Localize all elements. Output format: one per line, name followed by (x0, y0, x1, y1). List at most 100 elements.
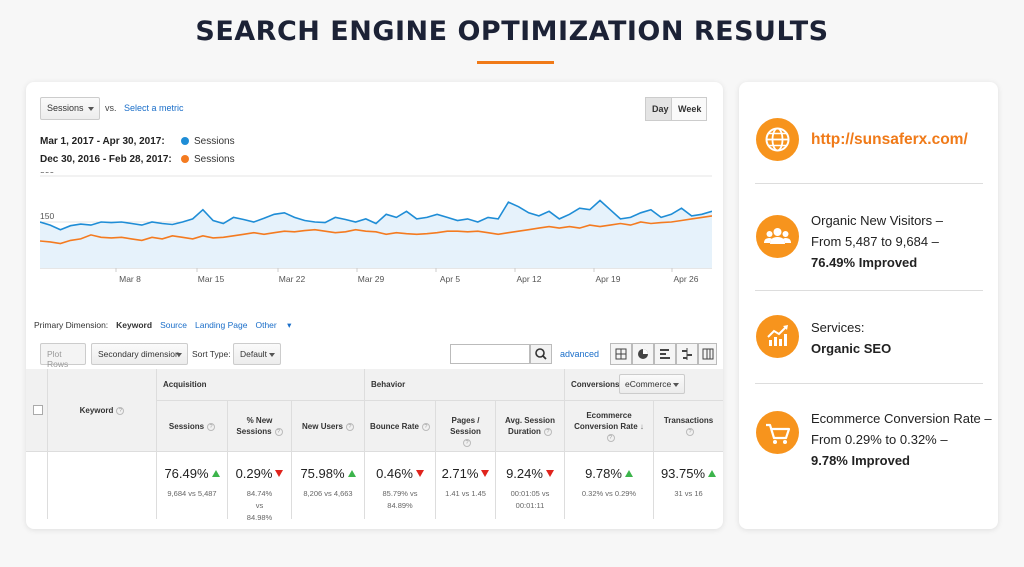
dimension-other-label: Other (255, 320, 277, 330)
acquisition-group-header: Acquisition (157, 369, 365, 401)
column-label: % New Sessions (236, 416, 273, 436)
dimension-source[interactable]: Source (160, 320, 187, 330)
primary-dimension-label: Primary Dimension: (34, 320, 109, 330)
sessions-comparison: 9,684 vs 5,487 (167, 489, 217, 498)
column-label: Bounce Rate (370, 422, 419, 431)
bounce-rate-change: 0.46% (376, 466, 413, 481)
dimension-keyword[interactable]: Keyword (116, 320, 153, 330)
arrow-up-icon (347, 470, 356, 477)
plot-rows-button[interactable]: Plot Rows (40, 343, 86, 369)
conversion-line-3: 9.78% Improved (811, 453, 910, 468)
keyword-column-header[interactable]: Keyword? (48, 369, 157, 452)
sessions-chart: 300 150 Mar 8 Mar 15 Mar 22 Mar 29 Apr 5 Apr 12… (40, 172, 712, 284)
x-tick-label: Apr 26 (673, 274, 698, 284)
select-column-header (26, 369, 48, 452)
table-row: 9.78% 0.32% vs 0.29% (565, 452, 654, 519)
column-label: Avg. Session Duration (505, 416, 555, 436)
globe-icon (756, 118, 799, 161)
column-header-bounce-rate[interactable]: Bounce Rate? (365, 401, 436, 452)
view-pie-button[interactable] (632, 343, 654, 365)
website-url[interactable]: http://sunsaferx.com/ (811, 131, 968, 148)
conversion-text: Ecommerce Conversion Rate – From 0.29% t… (811, 408, 992, 471)
legend-range-previous: Dec 30, 2016 - Feb 28, 2017: (40, 154, 172, 165)
dimension-landing-page[interactable]: Landing Page (195, 320, 248, 330)
dimension-other[interactable]: Other ▾ (255, 320, 292, 330)
services-text: Services: Organic SEO (811, 317, 891, 359)
arrow-up-icon (211, 470, 220, 477)
keyword-header-label: Keyword (79, 406, 114, 415)
sessions-line-current (40, 199, 712, 231)
pages-session-comparison: 1.41 vs 1.45 (445, 489, 486, 498)
table-row: 0.46% 85.79% vs 84.89% (365, 452, 436, 519)
column-header-new-sessions[interactable]: % New Sessions? (228, 401, 292, 452)
conversion-rate-change: 9.78% (585, 466, 622, 481)
column-header-ecommerce-conversion-rate[interactable]: Ecommerce Conversion Rate ↓? (565, 401, 654, 452)
new-users-change: 75.98% (300, 466, 345, 481)
column-label: Ecommerce Conversion Rate (574, 411, 638, 431)
table-row: 75.98% 8,206 vs 4,663 (292, 452, 365, 519)
column-header-avg-session-duration[interactable]: Avg. Session Duration? (496, 401, 565, 452)
services-line-1: Services: (811, 320, 865, 335)
search-icon (535, 348, 547, 360)
search-button[interactable] (530, 344, 552, 364)
metric-select[interactable]: Sessions (40, 97, 100, 120)
x-tick-label: Apr 12 (516, 274, 541, 284)
table-row: 0.29% 84.74% vs 84.98% (228, 452, 292, 522)
transactions-change: 93.75% (660, 466, 706, 481)
page-title: SEARCH ENGINE OPTIMIZATION RESULTS (195, 16, 829, 47)
week-toggle[interactable]: Week (671, 97, 707, 121)
table-row: 76.49% 9,684 vs 5,487 (157, 452, 228, 519)
column-header-new-users[interactable]: New Users? (292, 401, 365, 452)
growth-chart-icon (756, 315, 799, 358)
x-tick-label: Mar 22 (279, 274, 306, 284)
visitors-line-2: From 5,487 to 9,684 – (811, 234, 939, 249)
table-search-input[interactable] (450, 344, 530, 364)
transactions-comparison: 31 vs 16 (674, 489, 703, 498)
title-underline (477, 61, 554, 64)
divider (755, 383, 983, 384)
bounce-rate-comparison: 85.79% vs 84.89% (382, 489, 418, 510)
x-tick-label: Mar 29 (358, 274, 385, 284)
pages-session-change: 2.71% (441, 466, 479, 481)
new-sessions-comparison: 84.74% vs 84.98% (246, 489, 273, 522)
bar-list-icon (660, 349, 670, 359)
view-comparison-button[interactable] (676, 343, 698, 365)
help-icon: ? (116, 406, 125, 415)
services-line-2: Organic SEO (811, 341, 892, 356)
primary-dimension-bar: Primary Dimension: Keyword Source Landing P… (34, 320, 299, 331)
acquisition-label: Acquisition (163, 380, 207, 389)
view-performance-button[interactable] (654, 343, 676, 365)
legend-dot-current (181, 137, 189, 145)
table-row: 2.71% 1.41 vs 1.45 (436, 452, 496, 519)
column-header-transactions[interactable]: Transactions? (654, 401, 723, 452)
chevron-down-icon (176, 353, 182, 357)
conversions-select[interactable]: eCommerce (619, 374, 685, 394)
conversion-rate-comparison: 0.32% vs 0.29% (581, 489, 637, 498)
secondary-dimension-select[interactable]: Secondary dimension (91, 343, 188, 365)
x-tick-label: Mar 15 (198, 274, 225, 284)
view-pivot-button[interactable] (698, 343, 717, 365)
vs-label: vs. (105, 103, 117, 113)
select-all-checkbox[interactable] (33, 405, 43, 415)
visitors-line-1: Organic New Visitors – (811, 213, 943, 228)
grid-icon (615, 348, 627, 360)
view-table-button[interactable] (610, 343, 632, 365)
column-header-pages-session[interactable]: Pages / Session? (436, 401, 496, 452)
advanced-link[interactable]: advanced (560, 349, 600, 359)
visitors-text: Organic New Visitors – From 5,487 to 9,6… (811, 210, 943, 273)
pivot-icon (702, 348, 714, 360)
sort-type-select[interactable]: Default (233, 343, 281, 365)
help-icon: ? (463, 438, 471, 447)
day-toggle[interactable]: Day (645, 97, 672, 121)
sessions-line-previous (40, 215, 712, 245)
x-tick-label: Apr 5 (440, 274, 461, 284)
x-tick-label: Apr 19 (595, 274, 620, 284)
column-label: Sessions (168, 422, 205, 431)
conversion-line-2: From 0.29% to 0.32% – (811, 432, 948, 447)
analytics-card: Sessions vs. Select a metric Day Week Ma… (26, 82, 723, 529)
column-header-sessions[interactable]: Sessions? (157, 401, 228, 452)
conversions-group-header: Conversions eCommerce (565, 369, 723, 401)
table-row: 9.24% 00:01:05 vs 00:01:11 (496, 452, 565, 519)
behavior-label: Behavior (371, 380, 406, 389)
select-metric-link[interactable]: Select a metric (124, 103, 184, 113)
